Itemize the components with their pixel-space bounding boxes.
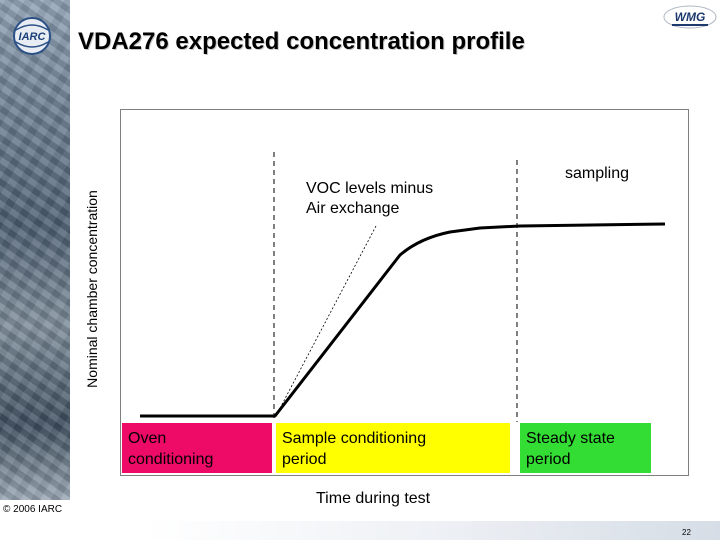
phase-sample-line1: Sample conditioning	[282, 430, 427, 447]
voc-annotation-line1: VOC levels minus	[306, 180, 434, 197]
slide-title: VDA276 expected concentration profile	[78, 28, 525, 55]
copyright-notice: © 2006 IARC	[3, 504, 63, 515]
concentration-curve	[140, 222, 666, 418]
footer-bar	[0, 521, 720, 540]
voc-annotation: VOC levels minus Air exchange	[306, 179, 486, 219]
sampling-annotation: sampling	[565, 165, 630, 182]
iarc-logo-text: IARC	[19, 31, 47, 43]
wmg-logo: WMG	[663, 5, 717, 29]
phase-oven-line2: conditioning	[128, 451, 214, 468]
phase-oven-line1: Oven	[128, 430, 167, 447]
phase-sample-conditioning: Sample conditioning period	[276, 423, 510, 473]
phase-steady-line2: period	[526, 451, 571, 468]
plot-frame	[120, 109, 689, 476]
sidebar-photo-strip	[0, 0, 70, 500]
iarc-logo: IARC	[13, 17, 51, 55]
page-number: 22	[682, 528, 691, 537]
voc-annotation-line2: Air exchange	[306, 200, 400, 217]
phase-steady-state: Steady state period	[520, 423, 651, 473]
voc-annotation-pointer	[277, 225, 377, 413]
sidebar-texture	[0, 0, 70, 500]
phase-sample-line2: period	[282, 451, 327, 468]
phase-steady-line1: Steady state	[526, 430, 615, 447]
x-axis-label: Time during test	[316, 490, 431, 507]
wmg-logo-text: WMG	[675, 10, 706, 24]
phase-oven-conditioning: Oven conditioning	[122, 423, 272, 473]
